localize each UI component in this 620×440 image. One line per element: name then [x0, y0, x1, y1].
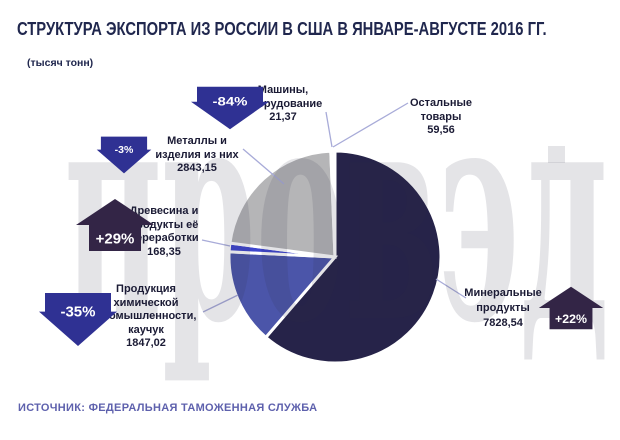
leader-line-wood: [201, 239, 231, 247]
arrow-down-chemical: -35%: [39, 292, 117, 347]
arrow-down-machinery: -84%: [191, 86, 269, 130]
change-badge-chemical: -35%: [60, 305, 95, 321]
label-metals: Металлы и изделия из них 2843,15: [155, 135, 239, 174]
leader-lines: [201, 102, 467, 313]
label-wood: Древесина и продукты её переработки 168,…: [129, 205, 199, 258]
pie-slice-mineral: [263, 149, 443, 365]
leader-line-mineral: [435, 278, 467, 299]
up-arrow-icon: [76, 198, 154, 252]
page-title: СТРУКТУРА ЭКСПОРТА ИЗ РОССИИ В США В ЯНВ…: [17, 19, 547, 39]
label-chemical: Продукция химической промышленности, кау…: [95, 283, 197, 349]
change-badge-mineral: +22%: [555, 312, 587, 326]
label-machinery: Машины, оборудование 21,37: [243, 84, 323, 123]
down-arrow-icon: [191, 86, 269, 130]
pie-slice-chemical: [227, 250, 339, 340]
pie-slices: [227, 149, 443, 365]
arrow-down-metals: -3%: [96, 136, 152, 174]
units-subtitle: (тысяч тонн): [27, 57, 94, 69]
arrow-up-wood: +29%: [76, 198, 154, 252]
label-other-goods: Остальные товары 59,56: [409, 97, 473, 136]
leader-line-machinery: [325, 111, 333, 148]
arrow-up-mineral: +22%: [538, 286, 604, 330]
change-badge-machinery: -84%: [213, 95, 248, 108]
down-arrow-icon: [96, 136, 152, 174]
down-arrow-icon: [39, 292, 117, 347]
change-badge-wood: +29%: [96, 232, 135, 248]
leader-line-other: [332, 102, 409, 148]
change-badge-metals: -3%: [115, 145, 134, 156]
up-arrow-icon: [538, 286, 604, 330]
source-note: ИСТОЧНИК: ФЕДЕРАЛЬНАЯ ТАМОЖЕННАЯ СЛУЖБА: [18, 402, 318, 414]
leader-line-chemical: [202, 294, 239, 313]
label-mineral: Минеральные продукты 7828,54: [464, 287, 542, 329]
leader-line-metals: [242, 148, 285, 185]
pie-slice-metals: [228, 149, 337, 259]
pie-slice-machinery: [332, 149, 337, 258]
